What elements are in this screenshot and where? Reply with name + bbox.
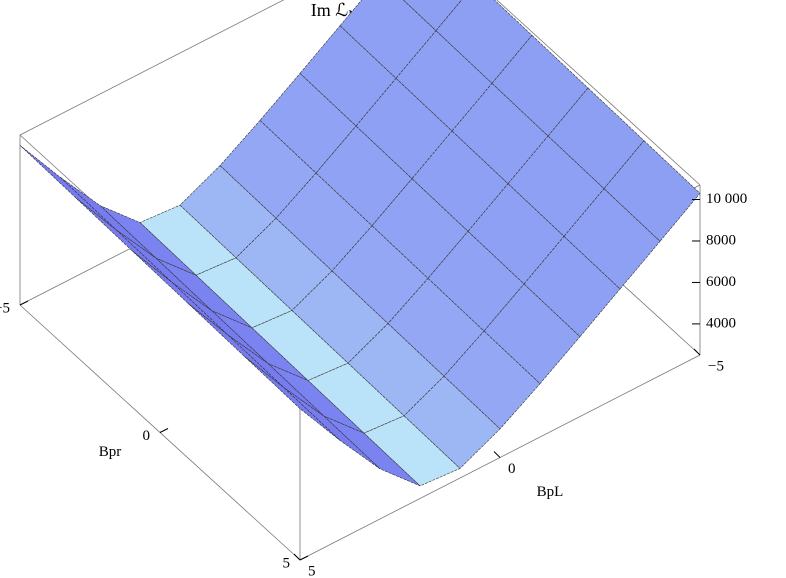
y-tick: [693, 348, 701, 356]
surface-patch: [402, 0, 462, 32]
z-tick-label: 8000: [706, 232, 736, 248]
surface-patch: [547, 87, 645, 190]
box-edge: [19, 0, 285, 136]
y-tick-label: −5: [708, 358, 724, 374]
x-tick: [299, 555, 309, 561]
x-tick-label: 0: [143, 428, 151, 444]
surface-patch: [563, 188, 661, 290]
surface-patch: [299, 25, 397, 127]
x-tick-label: −5: [0, 300, 10, 316]
surface-patch: [435, 0, 533, 84]
surface-patch: [451, 82, 549, 185]
surface-patch: [187, 303, 285, 388]
title-main: Im ℒ: [311, 0, 348, 20]
surface-patch: [507, 135, 605, 237]
surface-patch: [339, 0, 437, 79]
surface-patch: [59, 176, 157, 259]
surface-patch: [75, 197, 173, 283]
surface-patch: [523, 235, 621, 338]
y-tick: [293, 553, 301, 561]
x-axis-label: Bpr: [99, 444, 122, 460]
z-tick-label: 10 000: [706, 191, 747, 207]
surface-patch: [395, 30, 493, 132]
surface-patch: [491, 34, 589, 137]
y-tick-label: 5: [308, 563, 316, 578]
surface-patch: [243, 355, 341, 441]
surface-patch: [411, 130, 509, 232]
x-tick: [19, 300, 29, 306]
z-tick-label: 6000: [706, 274, 736, 290]
x-tick: [159, 428, 169, 433]
y-axis-label: BpL: [537, 484, 564, 500]
surface-patch: [603, 140, 701, 242]
surface-patch: [355, 77, 453, 180]
surface-patch: [19, 145, 117, 231]
surface-patch: [131, 250, 229, 336]
y-tick-label: 0: [508, 461, 516, 477]
y-tick: [493, 451, 501, 458]
z-tick-label: 4000: [706, 315, 736, 331]
surface-patch: [467, 183, 565, 285]
x-tick-label: 5: [283, 555, 291, 571]
box-edge: [496, 0, 701, 186]
